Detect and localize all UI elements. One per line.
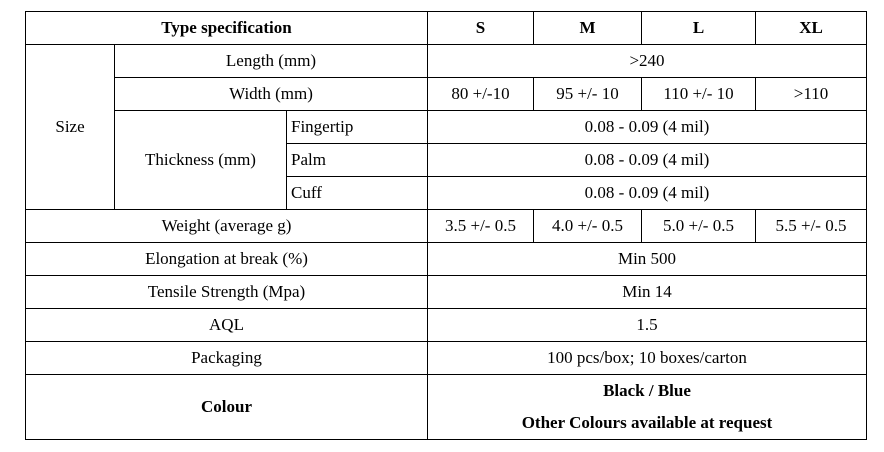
width-value-s: 80 +/-10: [427, 77, 534, 111]
size-group-label: Size: [25, 44, 115, 210]
elongation-row: Elongation at break (%) Min 500: [25, 242, 867, 276]
weight-value-xl: 5.5 +/- 0.5: [755, 209, 867, 243]
elongation-label: Elongation at break (%): [25, 242, 428, 276]
header-size-xl: XL: [755, 11, 867, 45]
weight-value-s: 3.5 +/- 0.5: [427, 209, 534, 243]
packaging-row: Packaging 100 pcs/box; 10 boxes/carton: [25, 341, 867, 375]
tensile-label: Tensile Strength (Mpa): [25, 275, 428, 309]
length-label: Length (mm): [114, 44, 428, 78]
elongation-value: Min 500: [427, 242, 867, 276]
header-size-l: L: [641, 11, 756, 45]
aql-label: AQL: [25, 308, 428, 342]
width-value-m: 95 +/- 10: [533, 77, 642, 111]
packaging-value: 100 pcs/box; 10 boxes/carton: [427, 341, 867, 375]
aql-value: 1.5: [427, 308, 867, 342]
aql-row: AQL 1.5: [25, 308, 867, 342]
colour-value: Black / Blue Other Colours available at …: [427, 374, 867, 440]
specification-table: Type specification S M L XL Size Length …: [25, 11, 867, 440]
colour-label: Colour: [25, 374, 428, 440]
tensile-value: Min 14: [427, 275, 867, 309]
weight-row: Weight (average g) 3.5 +/- 0.5 4.0 +/- 0…: [25, 209, 867, 243]
colour-row: Colour Black / Blue Other Colours availa…: [25, 374, 867, 440]
header-size-s: S: [427, 11, 534, 45]
thickness-label: Thickness (mm): [114, 110, 287, 210]
thickness-value-cuff: 0.08 - 0.09 (4 mil): [427, 176, 867, 210]
width-label: Width (mm): [114, 77, 428, 111]
thickness-cuff-row: Cuff 0.08 - 0.09 (4 mil): [26, 176, 867, 210]
length-row: Size Length (mm) >240: [25, 44, 867, 210]
weight-value-m: 4.0 +/- 0.5: [533, 209, 642, 243]
packaging-label: Packaging: [25, 341, 428, 375]
thickness-value-fingertip: 0.08 - 0.09 (4 mil): [427, 110, 867, 144]
thickness-fingertip-row: Thickness (mm) Fingertip 0.08 - 0.09 (4 …: [26, 110, 867, 210]
thickness-part-palm: Palm: [286, 143, 428, 177]
tensile-row: Tensile Strength (Mpa) Min 14: [25, 275, 867, 309]
colour-note: Other Colours available at request: [521, 413, 773, 432]
colour-options: Black / Blue: [603, 381, 691, 400]
header-size-m: M: [533, 11, 642, 45]
length-value: >240: [427, 44, 867, 78]
width-value-xl: >110: [755, 77, 867, 111]
width-row: Width (mm) 80 +/-10 95 +/- 10 110 +/- 10…: [26, 77, 867, 111]
header-type-specification: Type specification: [25, 11, 428, 45]
width-value-l: 110 +/- 10: [641, 77, 756, 111]
thickness-part-cuff: Cuff: [286, 176, 428, 210]
thickness-palm-row: Palm 0.08 - 0.09 (4 mil): [26, 143, 867, 177]
weight-label: Weight (average g): [25, 209, 428, 243]
weight-value-l: 5.0 +/- 0.5: [641, 209, 756, 243]
thickness-part-fingertip: Fingertip: [286, 110, 428, 144]
thickness-value-palm: 0.08 - 0.09 (4 mil): [427, 143, 867, 177]
header-row: Type specification S M L XL: [25, 11, 867, 45]
